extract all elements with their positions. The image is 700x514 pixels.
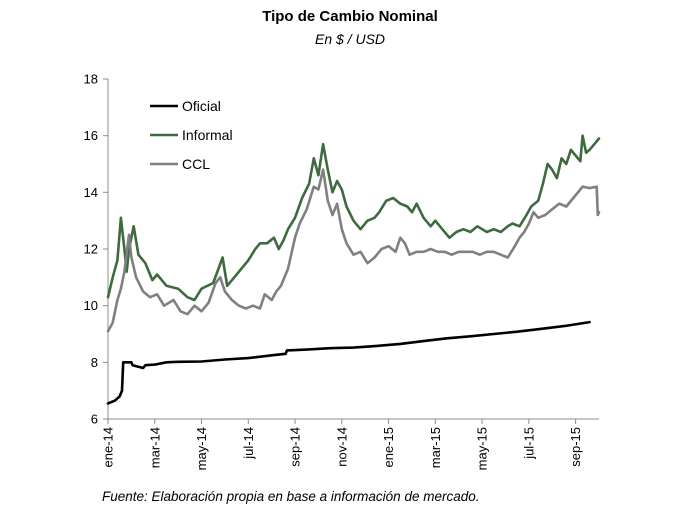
y-tick-label: 18 bbox=[84, 72, 98, 87]
y-tick-label: 16 bbox=[84, 128, 98, 143]
series-line-ccl bbox=[106, 168, 601, 333]
x-tick-label: may-14 bbox=[194, 427, 209, 470]
y-tick-label: 8 bbox=[91, 355, 98, 370]
series-line-informal bbox=[106, 134, 601, 302]
x-tick-label: may-15 bbox=[475, 427, 490, 470]
legend-label-informal: Informal bbox=[182, 127, 233, 143]
x-tick-label: mar-15 bbox=[428, 427, 443, 468]
x-tick-label: mar-14 bbox=[147, 427, 162, 468]
chart-title: Tipo de Cambio Nominal bbox=[262, 8, 438, 25]
y-tick-label: 12 bbox=[84, 242, 98, 257]
x-tick-label: nov-14 bbox=[334, 427, 349, 467]
x-tick-label: ene-15 bbox=[381, 427, 396, 467]
chart-subtitle: En $ / USD bbox=[314, 31, 386, 47]
x-tick-label: jul-15 bbox=[521, 427, 536, 460]
legend-label-oficial: Oficial bbox=[182, 98, 221, 114]
y-tick-label: 6 bbox=[91, 412, 98, 427]
series-line-oficial bbox=[106, 320, 591, 405]
series-lines bbox=[106, 134, 601, 405]
x-tick-label: sep-14 bbox=[288, 427, 303, 467]
legend-label-ccl: CCL bbox=[182, 156, 210, 172]
legend: Oficial Informal CCL bbox=[150, 98, 233, 172]
x-tick-label: jul-14 bbox=[241, 427, 256, 460]
y-tick-label: 14 bbox=[84, 185, 98, 200]
x-tick-label: sep-15 bbox=[568, 427, 583, 467]
x-tick-label: ene-14 bbox=[101, 427, 116, 467]
y-tick-label: 10 bbox=[84, 298, 98, 313]
axes: 6 8 10 12 14 16 18 ene-14 mar-14 may-14 jul-14 sep-… bbox=[84, 72, 599, 470]
chart-source-note: Fuente: Elaboración propia en base a inf… bbox=[102, 489, 480, 504]
